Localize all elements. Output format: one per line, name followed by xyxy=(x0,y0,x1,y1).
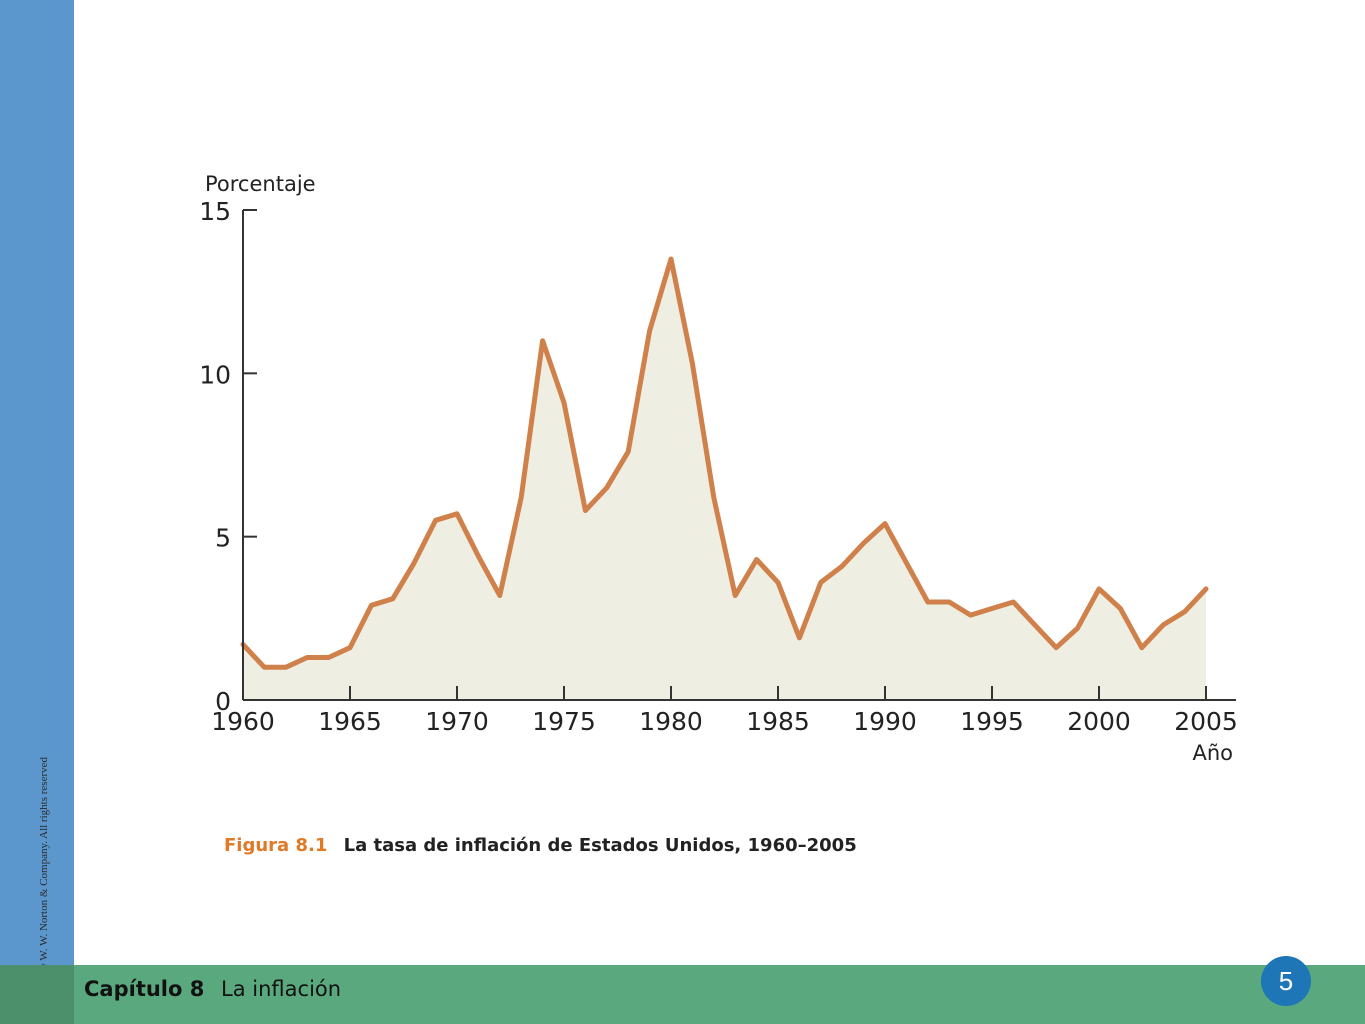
figure-caption-text: La tasa de inflación de Estados Unidos, … xyxy=(343,835,857,856)
figure-caption: Figura 8.1 La tasa de inflación de Estad… xyxy=(224,835,857,856)
x-tick-label: 1970 xyxy=(425,707,489,736)
inflation-chart: 0 5 10 15 1960 1965 1970 1975 1980 1985 1990 1995 20… xyxy=(199,172,1238,765)
y-tick-label: 10 xyxy=(199,360,231,389)
chapter-heading: Capítulo 8 La inflación xyxy=(84,977,341,1001)
x-tick-label: 1990 xyxy=(853,707,917,736)
x-tick-label: 1980 xyxy=(639,707,703,736)
inflation-line xyxy=(240,256,1209,670)
x-axis-label: Año xyxy=(1192,741,1233,765)
x-tick-label: 1995 xyxy=(960,707,1024,736)
inflation-area xyxy=(243,259,1206,700)
x-tick-label: 1965 xyxy=(318,707,382,736)
x-tick-label: 2000 xyxy=(1067,707,1131,736)
y-tick-label: 0 xyxy=(215,687,231,716)
x-tick-label: 1985 xyxy=(746,707,810,736)
chapter-title: La inflación xyxy=(221,977,342,1001)
y-tick-label: 5 xyxy=(215,524,231,553)
y-axis-label: Porcentaje xyxy=(205,172,316,196)
chart-axes: 0 5 10 15 1960 1965 1970 1975 1980 1985 1990 1995 20… xyxy=(199,197,1238,736)
sidebar-bar xyxy=(0,0,74,965)
figure-label: Figura 8.1 xyxy=(224,835,328,856)
page-number-badge: 5 xyxy=(1261,956,1311,1006)
x-tick-label: 1975 xyxy=(532,707,596,736)
x-tick-label: 1960 xyxy=(211,707,275,736)
x-tick-label: 2005 xyxy=(1174,707,1238,736)
footer-bar xyxy=(0,965,1365,1024)
chapter-label: Capítulo 8 xyxy=(84,977,205,1001)
y-tick-label: 15 xyxy=(199,197,231,226)
footer-corner xyxy=(0,965,74,1024)
